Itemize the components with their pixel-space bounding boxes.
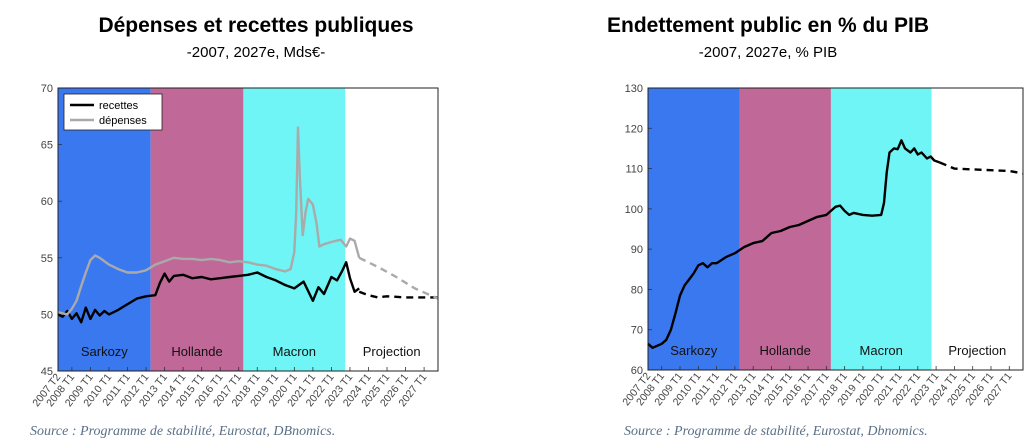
public-debt-chart-panel: Endettement public en % du PIB -2007, 20… [512, 0, 1024, 446]
region-label: Projection [363, 344, 421, 359]
series-line [358, 290, 438, 299]
series-line [939, 161, 1024, 175]
series-line [57, 126, 361, 316]
chart-title: Dépenses et recettes publiques [98, 14, 414, 37]
region-band [931, 88, 1023, 370]
legend-box [63, 93, 163, 131]
y-tick-label: 60 [631, 365, 643, 377]
region-label: Hollande [171, 344, 222, 359]
y-tick-label: 110 [625, 164, 643, 176]
region-band [830, 88, 932, 370]
region-label: Hollande [760, 343, 811, 358]
public-debt-chart: Sarkozy Hollande Macron Projection 60 70 80 90 1… [620, 83, 1024, 408]
y-tick-label: 80 [631, 284, 643, 296]
region-label: Sarkozy [81, 344, 128, 359]
legend-label: dépenses [99, 115, 147, 127]
region-band [345, 88, 438, 371]
chart-subtitle: -2007, 2027e, Mds€- [186, 44, 326, 61]
y-tick-label: 45 [41, 366, 53, 378]
y-tick-label: 90 [631, 244, 643, 256]
region-label: Sarkozy [670, 343, 717, 358]
plot-frame [647, 87, 1024, 371]
y-tick-label: 50 [41, 309, 53, 321]
region-band [150, 88, 244, 371]
region-label: Macron [273, 344, 316, 359]
region-label: Projection [948, 343, 1006, 358]
region-label: Macron [860, 343, 903, 358]
series-line [358, 256, 439, 300]
y-tick-label: 70 [41, 83, 53, 95]
source-note: Source : Programme de stabilité, Eurosta… [624, 424, 928, 439]
series-line [647, 139, 941, 349]
region-band [58, 88, 151, 371]
y-tick-label: 70 [631, 325, 643, 337]
series-line [57, 261, 360, 324]
y-tick-label: 130 [625, 83, 643, 95]
y-tick-label: 60 [41, 196, 53, 208]
revenue-expenditure-chart-panel: Dépenses et recettes publiques -2007, 20… [30, 14, 439, 439]
source-note: Source : Programme de stabilité, Eurosta… [30, 424, 336, 439]
chart-title: Endettement public en % du PIB [606, 14, 930, 37]
plot-frame [57, 87, 439, 372]
y-tick-label: 65 [41, 140, 53, 152]
revenue-expenditure-chart: Sarkozy Hollande Macron Projection 45 50 55 60 6… [30, 83, 439, 409]
y-tick-label: 55 [41, 253, 53, 265]
y-tick-label: 100 [625, 204, 643, 216]
legend-label: recettes [99, 100, 139, 112]
chart-subtitle: -2007, 2027e, % PIB [698, 44, 838, 61]
y-tick-label: 120 [625, 123, 643, 135]
region-band [648, 88, 740, 370]
